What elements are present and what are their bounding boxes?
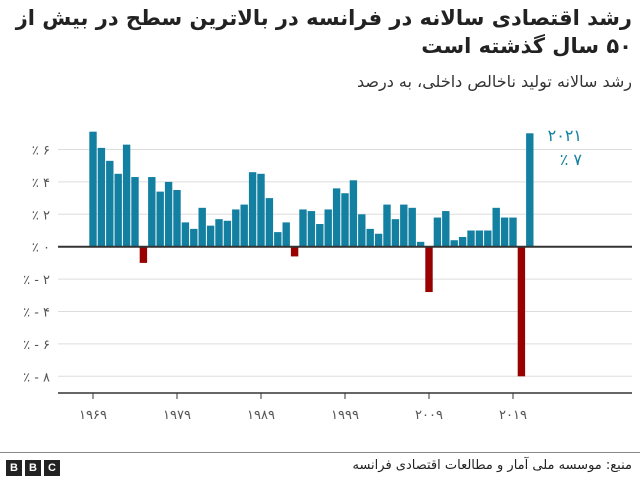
bar-1979 xyxy=(173,190,181,247)
y-tick-label: ٪ ۶ xyxy=(32,144,50,159)
bar-1984 xyxy=(215,219,223,247)
annotation-year: ۲۰۲۱ xyxy=(548,126,582,145)
bar-2019 xyxy=(509,217,517,247)
bar-1999 xyxy=(341,193,349,247)
bar-1974 xyxy=(131,177,139,247)
bar-2003 xyxy=(374,233,383,247)
bar-1992 xyxy=(282,222,290,247)
bar-2011 xyxy=(442,211,450,247)
bar-2000 xyxy=(349,180,358,247)
bar-2004 xyxy=(383,204,391,247)
bar-1975 xyxy=(139,246,148,263)
source-note: منبع: موسسه ملی آمار و مطالعات اقتصادی ف… xyxy=(352,458,632,473)
bar-1990 xyxy=(265,198,274,247)
bar-1986 xyxy=(232,209,240,247)
bar-1994 xyxy=(299,209,307,247)
bar-2007 xyxy=(408,207,416,247)
y-tick-label: ٪ - ۲ xyxy=(23,273,50,288)
bar-2009 xyxy=(425,246,433,293)
bar-1993 xyxy=(290,246,299,257)
bar-2015 xyxy=(475,230,484,247)
bar-1972 xyxy=(114,173,122,247)
y-tick-label: ٪ - ۴ xyxy=(23,306,50,321)
annotation-value: ٪ ۷ xyxy=(560,150,583,169)
bar-1978 xyxy=(164,181,173,247)
y-tick-label: ٪ ۴ xyxy=(32,176,50,191)
bar-2020 xyxy=(517,246,526,377)
footer-divider xyxy=(0,452,640,453)
x-tick-label: ۱۹۶۹ xyxy=(79,408,107,423)
bar-chart: ٪ ۶ ٪ ۴ ٪ ۲ ٪ ۰ ٪ - ۲ ٪ - ۴ ٪ - ۶ ٪ - ۸ ۱۹۶۹ ۱۹۷۹… xyxy=(23,126,632,423)
bar-2010 xyxy=(433,217,442,247)
bar-1991 xyxy=(274,232,282,247)
bar-1973 xyxy=(122,144,131,247)
bar-1969 xyxy=(89,131,97,247)
bar-2021 xyxy=(526,133,534,247)
bar-1995 xyxy=(307,211,316,247)
y-tick-label: ٪ ۲ xyxy=(32,208,50,223)
bar-1988 xyxy=(248,172,257,247)
bar-1981 xyxy=(190,228,198,247)
bar-1982 xyxy=(198,207,206,247)
bar-2006 xyxy=(400,204,408,247)
bar-1998 xyxy=(332,188,341,247)
y-tick-label: ٪ - ۸ xyxy=(23,370,50,385)
bar-1976 xyxy=(148,177,156,247)
bar-1977 xyxy=(156,191,164,247)
bar-2001 xyxy=(358,214,366,247)
bar-1985 xyxy=(223,220,232,247)
x-tick-label: ۱۹۹۹ xyxy=(331,408,359,423)
bar-1997 xyxy=(324,209,332,247)
bar-2013 xyxy=(458,236,467,247)
bar-2016 xyxy=(484,230,492,247)
bar-1971 xyxy=(106,160,114,247)
bar-2002 xyxy=(366,228,374,247)
x-tick-label: ۱۹۷۹ xyxy=(163,408,191,423)
y-tick-label: ٪ ۰ xyxy=(32,241,50,256)
bar-2005 xyxy=(391,219,400,247)
bar-2014 xyxy=(467,230,475,247)
x-tick-label: ۲۰۱۹ xyxy=(499,408,527,423)
bar-1983 xyxy=(206,225,215,247)
bar-1970 xyxy=(97,147,106,247)
y-tick-label: ٪ - ۶ xyxy=(23,338,50,353)
bar-2017 xyxy=(492,207,500,247)
x-tick-label: ۲۰۰۹ xyxy=(415,408,443,423)
x-tick-label: ۱۹۸۹ xyxy=(247,408,275,423)
bar-2012 xyxy=(450,240,458,247)
chart-subtitle: رشد سالانه تولید ناخالص داخلی، به درصد xyxy=(357,72,632,91)
bar-1996 xyxy=(316,224,324,247)
bar-2008 xyxy=(416,241,425,247)
bar-1989 xyxy=(257,173,265,247)
bar-2018 xyxy=(500,217,509,247)
chart-title: رشد اقتصادی سالانه در فرانسه در بالاترین… xyxy=(15,6,632,58)
bar-1987 xyxy=(240,204,248,247)
bar-1980 xyxy=(181,222,190,247)
